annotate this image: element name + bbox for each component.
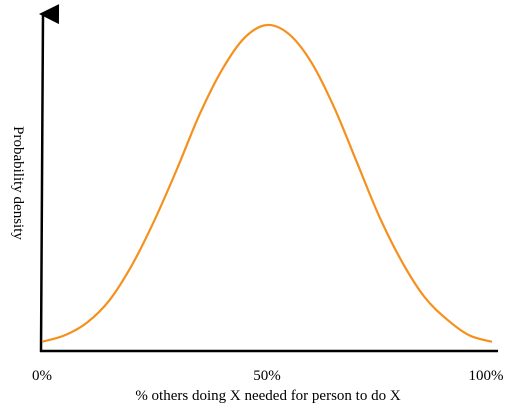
y-axis-line xyxy=(39,4,60,353)
x-tick-labels: 0% 50% 100% xyxy=(32,368,504,384)
x-axis-label: % others doing X needed for person to do… xyxy=(135,388,401,404)
series-group xyxy=(41,23,493,343)
x-tick-label: 100% xyxy=(469,368,504,384)
axes xyxy=(39,4,498,353)
y-axis-label: Probability density xyxy=(10,126,26,240)
x-tick-label: 0% xyxy=(32,368,52,384)
series-line xyxy=(41,23,493,343)
x-tick-label: 50% xyxy=(253,368,281,384)
